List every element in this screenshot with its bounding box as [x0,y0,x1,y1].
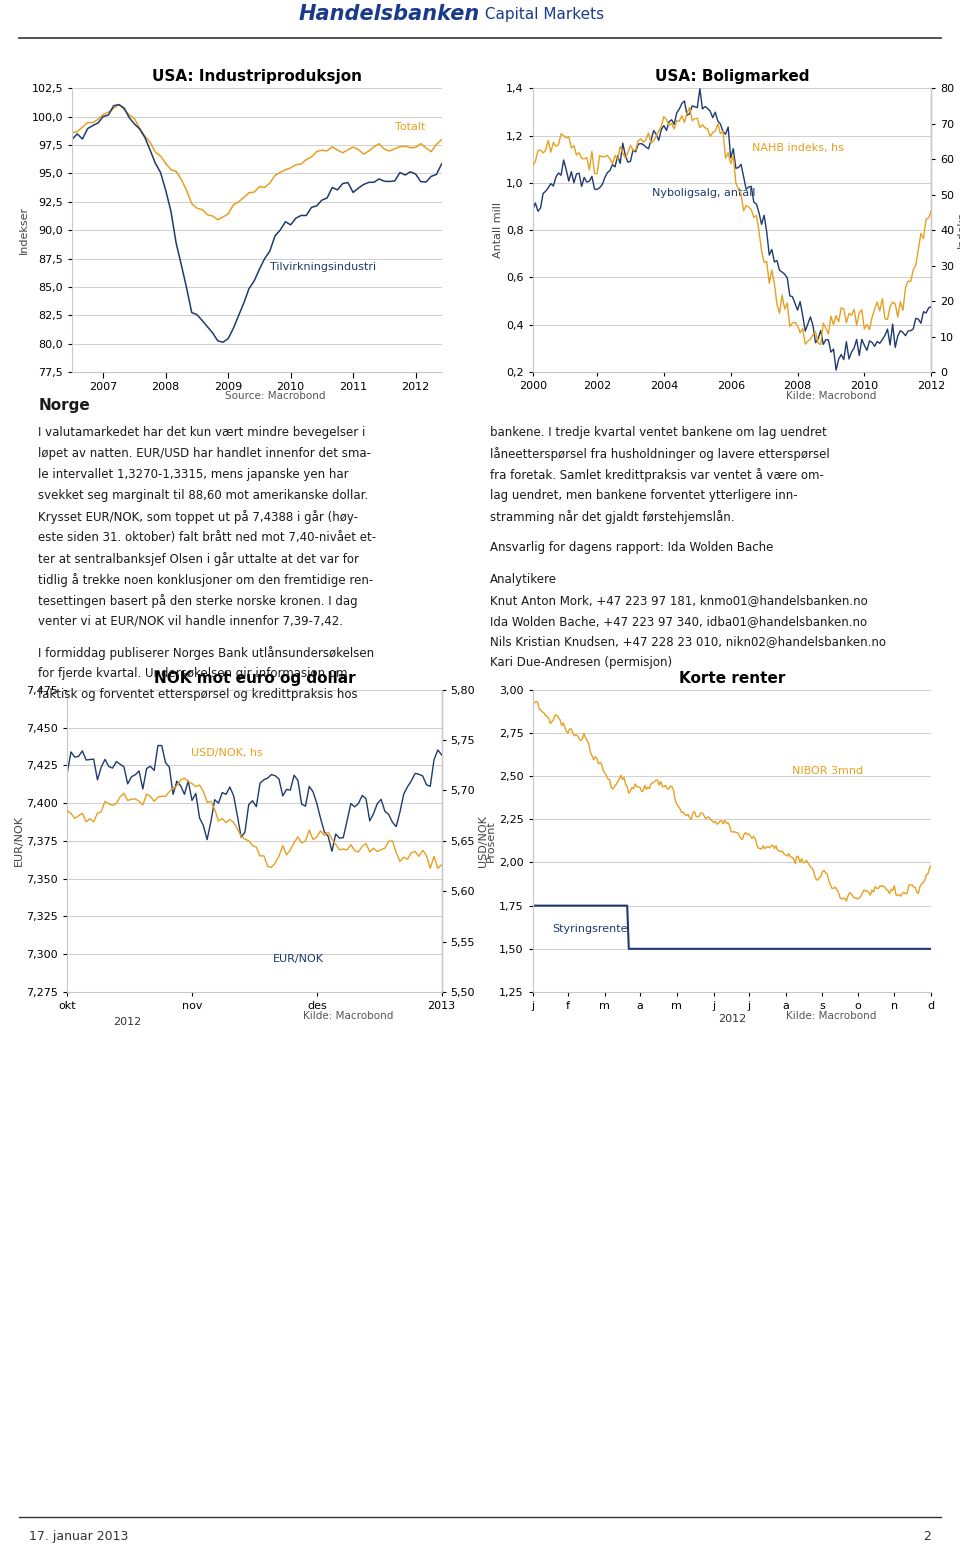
Text: bankene. I tredje kvartal ventet bankene om lag uendret: bankene. I tredje kvartal ventet bankene… [490,426,827,439]
Text: Norge: Norge [38,398,90,414]
Y-axis label: USD/NOK: USD/NOK [478,815,488,866]
Text: løpet av natten. EUR/USD har handlet innenfor det sma-: løpet av natten. EUR/USD har handlet inn… [38,446,372,460]
Text: 2012: 2012 [718,1014,746,1025]
Text: EUR/NOK: EUR/NOK [274,953,324,964]
Text: USD/NOK, hs: USD/NOK, hs [191,749,262,758]
Text: Source: Macrobond: Source: Macrobond [225,391,325,400]
Text: I valutamarkedet har det kun vært mindre bevegelser i: I valutamarkedet har det kun vært mindre… [38,426,366,439]
Text: venter vi at EUR/NOK vil handle innenfor 7,39-7,42.: venter vi at EUR/NOK vil handle innenfor… [38,614,344,628]
Title: Korte renter: Korte renter [679,671,785,685]
Text: Tilvirkningsindustri: Tilvirkningsindustri [270,262,376,271]
Text: faktisk og forventet etterspørsel og kredittpraksis hos: faktisk og forventet etterspørsel og kre… [38,688,358,701]
Text: Krysset EUR/NOK, som toppet ut på 7,4388 i går (høy-: Krysset EUR/NOK, som toppet ut på 7,4388… [38,510,358,524]
Text: NAHB indeks, hs: NAHB indeks, hs [752,143,844,153]
Text: Nyboligsalg, antall: Nyboligsalg, antall [653,188,756,198]
Text: NIBOR 3mnd: NIBOR 3mnd [792,766,863,777]
Text: ter at sentralbanksjef Olsen i går uttalte at det var for: ter at sentralbanksjef Olsen i går uttal… [38,552,359,566]
Text: Nils Kristian Knudsen, +47 228 23 010, nikn02@handelsbanken.no: Nils Kristian Knudsen, +47 228 23 010, n… [490,636,885,648]
Text: for fjerde kvartal. Undersøkelsen gir informasjon om: for fjerde kvartal. Undersøkelsen gir in… [38,666,348,680]
Text: Kari Due-Andresen (permisjon): Kari Due-Andresen (permisjon) [490,656,672,670]
Text: I formiddag publiserer Norges Bank utlånsundersøkelsen: I formiddag publiserer Norges Bank utlån… [38,646,374,660]
Text: Analytikere: Analytikere [490,572,557,586]
Text: Ida Wolden Bache, +47 223 97 340, idba01@handelsbanken.no: Ida Wolden Bache, +47 223 97 340, idba01… [490,614,867,628]
Y-axis label: Indeks: Indeks [957,212,960,248]
Title: NOK mot euro og dollar: NOK mot euro og dollar [154,671,355,685]
Y-axis label: Antall mill: Antall mill [493,202,503,259]
Text: låneetterspørsel fra husholdninger og lavere etterspørsel: låneetterspørsel fra husholdninger og la… [490,446,829,462]
Y-axis label: EUR/NOK: EUR/NOK [13,815,23,866]
Text: le intervallet 1,3270-1,3315, mens japanske yen har: le intervallet 1,3270-1,3315, mens japan… [38,468,349,480]
Text: 2: 2 [924,1530,931,1542]
Text: tidlig å trekke noen konklusjoner om den fremtidige ren-: tidlig å trekke noen konklusjoner om den… [38,572,373,587]
Text: Knut Anton Mork, +47 223 97 181, knmo01@handelsbanken.no: Knut Anton Mork, +47 223 97 181, knmo01@… [490,594,867,606]
Text: Capital Markets: Capital Markets [480,6,604,22]
Text: Kilde: Macrobond: Kilde: Macrobond [786,1011,876,1020]
Text: fra foretak. Samlet kredittpraksis var ventet å være om-: fra foretak. Samlet kredittpraksis var v… [490,468,824,482]
Text: Styringsrente: Styringsrente [553,924,628,933]
Y-axis label: Indekser: Indekser [18,206,29,254]
Text: Totalt: Totalt [395,122,425,132]
Text: svekket seg marginalt til 88,60 mot amerikanske dollar.: svekket seg marginalt til 88,60 mot amer… [38,488,369,502]
Text: tesettingen basert på den sterke norske kronen. I dag: tesettingen basert på den sterke norske … [38,594,358,608]
Text: este siden 31. oktober) falt brått ned mot 7,40-nivået et-: este siden 31. oktober) falt brått ned m… [38,530,376,544]
Y-axis label: Prosent: Prosent [487,820,496,862]
Title: USA: Industriproduksjon: USA: Industriproduksjon [152,70,362,84]
Text: 2012: 2012 [113,1017,142,1028]
Text: 17. januar 2013: 17. januar 2013 [29,1530,129,1542]
Text: Handelsbanken: Handelsbanken [299,5,480,25]
Text: Kilde: Macrobond: Kilde: Macrobond [786,391,876,400]
Text: stramming når det gjaldt førstehjemslån.: stramming når det gjaldt førstehjemslån. [490,510,734,524]
Text: lag uendret, men bankene forventet ytterligere inn-: lag uendret, men bankene forventet ytter… [490,488,797,502]
Title: USA: Boligmarked: USA: Boligmarked [655,70,809,84]
Text: Kilde: Macrobond: Kilde: Macrobond [302,1011,394,1020]
Text: Ansvarlig for dagens rapport: Ida Wolden Bache: Ansvarlig for dagens rapport: Ida Wolden… [490,541,773,555]
